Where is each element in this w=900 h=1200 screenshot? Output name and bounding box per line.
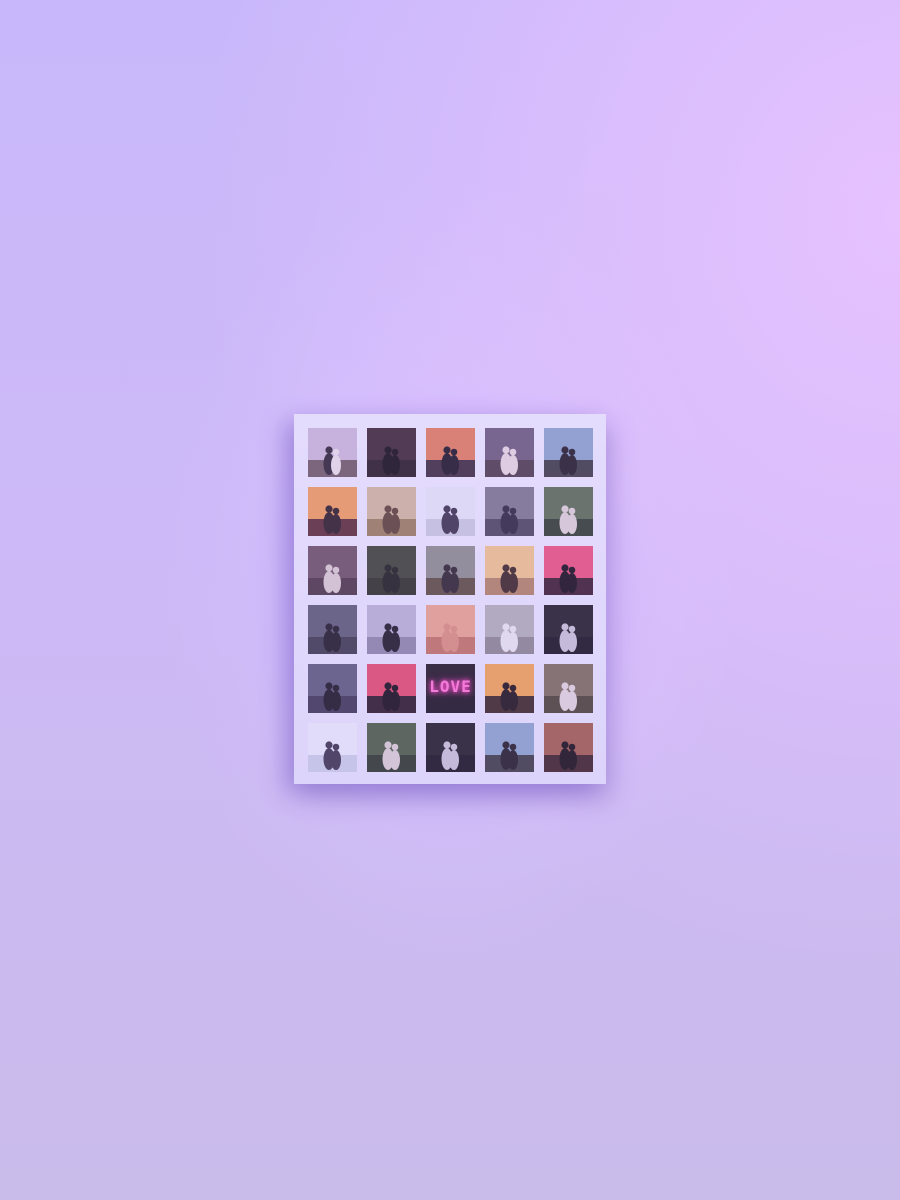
collage-photo-bright-sky-hug xyxy=(308,723,357,772)
collage-photo-dark-door-couple-2 xyxy=(426,723,475,772)
photo-image xyxy=(367,723,416,772)
photo-image xyxy=(426,723,475,772)
collage-photo-couple-sitting-field xyxy=(308,428,357,477)
photo-image xyxy=(544,664,593,713)
collage-photo-golden-couple-kiss xyxy=(485,546,534,595)
collage-photo-dark-door-couple xyxy=(544,605,593,654)
collage-photo-red-sunset-kiss xyxy=(367,664,416,713)
photo-image xyxy=(308,723,357,772)
photo-image xyxy=(485,605,534,654)
photo-image xyxy=(485,428,534,477)
collage-photo-snow-couple-hug xyxy=(426,487,475,536)
photo-image xyxy=(308,664,357,713)
collage-photo-dusk-reaching-hands xyxy=(308,664,357,713)
collage-photo-finger-heart-warm xyxy=(426,605,475,654)
collage-photo-beach-dusk-couple xyxy=(308,605,357,654)
photo-image xyxy=(426,605,475,654)
photo-image xyxy=(367,428,416,477)
photo-image xyxy=(426,546,475,595)
collage-photo-hand-heart-sky xyxy=(367,605,416,654)
collage-photo-mountain-couple-view-2 xyxy=(485,723,534,772)
collage-photo-neon-love-sign: LOVE xyxy=(426,664,475,713)
photo-image xyxy=(544,605,593,654)
photo-image xyxy=(544,487,593,536)
collage-photo-golden-hand-heart xyxy=(485,664,534,713)
photo-image xyxy=(367,664,416,713)
photo-image xyxy=(308,428,357,477)
collage-photo-sunset-glow-closeup xyxy=(308,487,357,536)
photo-image xyxy=(485,723,534,772)
photo-image xyxy=(426,487,475,536)
collage-photo-cafe-couple-table xyxy=(485,428,534,477)
photo-image xyxy=(308,487,357,536)
collage-photo-dark-silhouette-couple xyxy=(367,428,416,477)
collage-photo-selfie-couple-circle xyxy=(485,487,534,536)
collage-photo-field-couple-embrace xyxy=(426,546,475,595)
photo-image xyxy=(426,664,475,713)
collage-photo-warm-dark-embrace xyxy=(544,723,593,772)
photo-image xyxy=(367,487,416,536)
photo-image xyxy=(544,546,593,595)
photo-image xyxy=(485,546,534,595)
collage-photo-forest-walk-dark xyxy=(367,546,416,595)
collage-photo-couple-kiss-wall xyxy=(308,546,357,595)
photo-collage-poster: LOVE xyxy=(294,414,606,784)
neon-sign-text: LOVE xyxy=(429,677,472,696)
photo-image xyxy=(308,605,357,654)
collage-photo-pink-sunset-silhouette xyxy=(544,546,593,595)
photo-image xyxy=(485,664,534,713)
collage-photo-sunset-couple-standing xyxy=(426,428,475,477)
collage-photo-forest-piggyback xyxy=(544,487,593,536)
collage-photo-forest-couple-hug xyxy=(544,664,593,713)
photo-image xyxy=(544,428,593,477)
collage-photo-blonde-couple-hug xyxy=(367,487,416,536)
photo-image xyxy=(367,605,416,654)
photo-image xyxy=(544,723,593,772)
photo-image xyxy=(308,546,357,595)
photo-grid: LOVE xyxy=(308,428,593,772)
photo-image xyxy=(485,487,534,536)
collage-photo-wedding-dress-bw xyxy=(485,605,534,654)
photo-image xyxy=(426,428,475,477)
collage-photo-mountain-couple-view xyxy=(544,428,593,477)
photo-image xyxy=(367,546,416,595)
collage-photo-forest-shoulder-ride xyxy=(367,723,416,772)
